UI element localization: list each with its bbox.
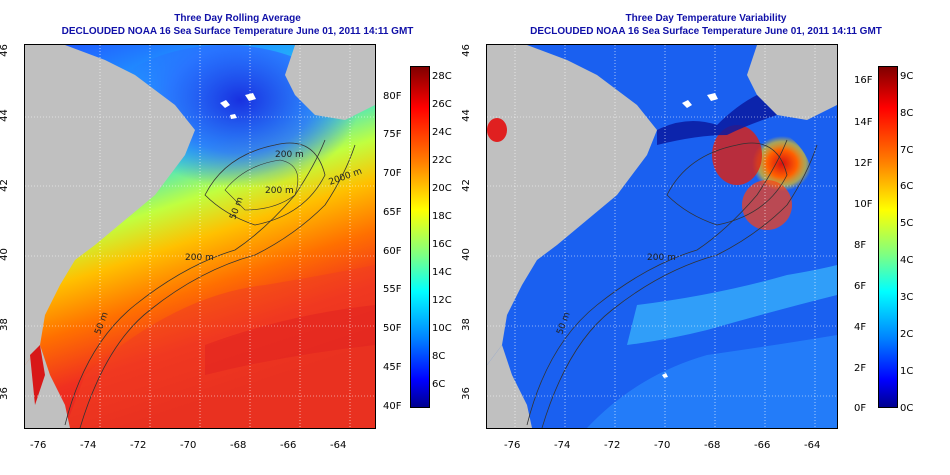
colorbar-celsius-label: 18C — [432, 211, 452, 222]
x-tick-label: -66 — [280, 440, 297, 451]
x-tick-label: -70 — [654, 440, 671, 451]
right-contour-label: 200 m — [647, 253, 676, 263]
colorbar-celsius-label: 8C — [900, 108, 914, 119]
colorbar-celsius-label: 12C — [432, 295, 452, 306]
y-tick-label: 44 — [460, 109, 472, 122]
colorbar-celsius-label: 3C — [900, 292, 914, 303]
colorbar-fahrenheit-label: 80F — [383, 91, 402, 102]
colorbar-fahrenheit-label: 75F — [383, 129, 402, 140]
colorbar-celsius-label: 28C — [432, 71, 452, 82]
y-tick-label: 38 — [0, 318, 10, 331]
left-title-line2: DECLOUDED NOAA 16 Sea Surface Temperatur… — [61, 26, 414, 37]
right-variability-map: 200 m 50 m — [486, 44, 838, 429]
colorbar-fahrenheit-label: 0F — [854, 403, 867, 414]
colorbar-fahrenheit-label: 12F — [854, 158, 873, 169]
right-panel: Three Day Temperature Variability DECLOU… — [460, 0, 950, 475]
colorbar-celsius-label: 20C — [432, 183, 452, 194]
colorbar-fahrenheit-label: 16F — [854, 75, 873, 86]
colorbar-celsius-label: 16C — [432, 239, 452, 250]
x-tick-label: -68 — [704, 440, 721, 451]
colorbar-celsius-label: 8C — [432, 351, 446, 362]
right-title-line1: Three Day Temperature Variability — [625, 13, 787, 24]
colorbar-celsius-label: 7C — [900, 145, 914, 156]
colorbar-celsius-label: 5C — [900, 218, 914, 229]
y-tick-label: 42 — [460, 179, 472, 192]
x-tick-label: -76 — [504, 440, 521, 451]
right-colorbar — [878, 66, 898, 408]
x-tick-label: -74 — [554, 440, 571, 451]
left-sst-map: 200 m 50 m 2000 m 200 m 50 m 200 m — [24, 44, 376, 429]
x-tick-label: -68 — [230, 440, 247, 451]
y-tick-label: 40 — [460, 248, 472, 261]
colorbar-fahrenheit-label: 65F — [383, 207, 402, 218]
colorbar-fahrenheit-label: 40F — [383, 401, 402, 412]
colorbar-fahrenheit-label: 70F — [383, 168, 402, 179]
colorbar-celsius-label: 9C — [900, 71, 914, 82]
right-grid — [487, 45, 837, 428]
colorbar-celsius-label: 26C — [432, 99, 452, 110]
colorbar-fahrenheit-label: 2F — [854, 363, 867, 374]
colorbar-fahrenheit-label: 14F — [854, 117, 873, 128]
colorbar-celsius-label: 22C — [432, 155, 452, 166]
left-panel: Three Day Rolling Average DECLOUDED NOAA… — [0, 13, 452, 451]
y-tick-label: 42 — [0, 179, 10, 192]
colorbar-fahrenheit-label: 50F — [383, 323, 402, 334]
x-tick-label: -66 — [754, 440, 771, 451]
left-grid — [25, 45, 375, 428]
y-tick-label: 44 — [0, 109, 10, 122]
colorbar-celsius-label: 4C — [900, 255, 914, 266]
colorbar-celsius-label: 1C — [900, 366, 914, 377]
left-title-line1: Three Day Rolling Average — [174, 13, 301, 24]
colorbar-celsius-label: 10C — [432, 323, 452, 334]
colorbar-fahrenheit-label: 6F — [854, 281, 867, 292]
colorbar-fahrenheit-label: 55F — [383, 284, 402, 295]
y-tick-label: 46 — [0, 44, 10, 57]
colorbar-fahrenheit-label: 10F — [854, 199, 873, 210]
left-contour-label: 200 m — [185, 253, 214, 263]
x-tick-label: -74 — [80, 440, 97, 451]
left-map-svg: 200 m 50 m 2000 m 200 m 50 m 200 m — [25, 45, 375, 428]
right-map-svg: 200 m 50 m — [487, 45, 837, 428]
x-tick-label: -64 — [804, 440, 821, 451]
x-tick-label: -76 — [30, 440, 47, 451]
x-tick-label: -72 — [130, 440, 147, 451]
colorbar-fahrenheit-label: 45F — [383, 362, 402, 373]
colorbar-fahrenheit-label: 4F — [854, 322, 867, 333]
colorbar-celsius-label: 0C — [900, 403, 914, 414]
colorbar-celsius-label: 6C — [432, 379, 446, 390]
right-title-line2: DECLOUDED NOAA 16 Sea Surface Temperatur… — [530, 26, 882, 37]
left-contour-label: 200 m — [265, 186, 294, 196]
x-tick-label: -72 — [604, 440, 621, 451]
left-colorbar — [410, 66, 430, 408]
colorbar-celsius-label: 24C — [432, 127, 452, 138]
y-tick-label: 46 — [460, 44, 472, 57]
y-tick-label: 40 — [0, 248, 10, 261]
y-tick-label: 36 — [460, 387, 472, 400]
x-tick-label: -70 — [180, 440, 197, 451]
colorbar-celsius-label: 6C — [900, 181, 914, 192]
colorbar-celsius-label: 14C — [432, 267, 452, 278]
colorbar-celsius-label: 2C — [900, 329, 914, 340]
y-tick-label: 38 — [460, 318, 472, 331]
x-tick-label: -64 — [330, 440, 347, 451]
left-contour-label: 200 m — [275, 150, 304, 160]
colorbar-fahrenheit-label: 60F — [383, 246, 402, 257]
colorbar-fahrenheit-label: 8F — [854, 240, 867, 251]
y-tick-label: 36 — [0, 387, 10, 400]
